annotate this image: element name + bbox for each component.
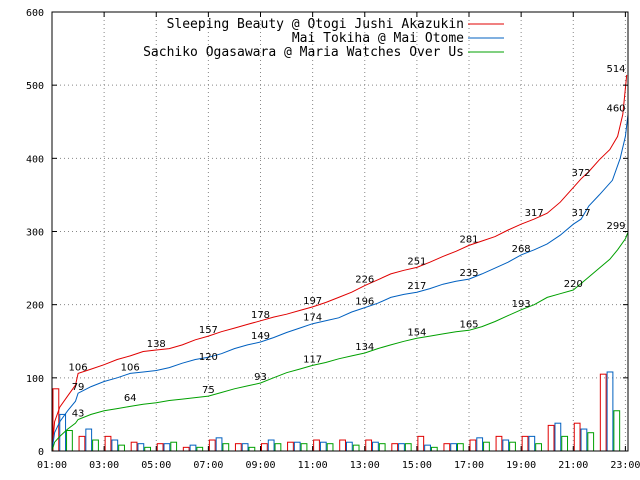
data-label: 117 (303, 354, 322, 365)
data-label: 75 (202, 385, 215, 396)
x-tick-label: 17:00 (454, 460, 484, 471)
series-lines (51, 74, 629, 452)
data-label: 106 (121, 362, 140, 373)
data-label: 196 (355, 297, 374, 308)
data-label: 251 (407, 256, 426, 267)
data-label: 174 (303, 313, 322, 324)
data-label: 217 (407, 281, 426, 292)
x-tick-label: 09:00 (245, 460, 275, 471)
data-label: 79 (72, 382, 85, 393)
legend-label: Sleeping Beauty @ Otogi Jushi Akazukin (167, 17, 464, 32)
data-label: 120 (199, 352, 218, 363)
legend-label: Sachiko Ogasawara @ Maria Watches Over U… (143, 45, 464, 60)
data-label: 372 (572, 168, 591, 179)
data-label: 106 (69, 362, 88, 373)
data-label: 281 (459, 234, 478, 245)
x-tick-label: 03:00 (89, 460, 119, 471)
y-tick-label: 0 (38, 447, 44, 458)
data-label: 165 (459, 319, 478, 330)
data-label: 193 (512, 299, 531, 310)
data-label: 157 (199, 325, 218, 336)
data-label: 197 (303, 296, 322, 307)
x-tick-label: 05:00 (141, 460, 171, 471)
y-tick-label: 100 (26, 374, 44, 385)
y-tick-label: 300 (26, 228, 44, 239)
x-tick-label: 01:00 (37, 460, 67, 471)
x-tick-label: 07:00 (193, 460, 223, 471)
data-label: 138 (147, 339, 166, 350)
data-label: 64 (124, 393, 137, 404)
data-label: 220 (564, 279, 583, 290)
data-label: 93 (254, 372, 267, 383)
legend-label: Mai Tokiha @ Mai Otome (292, 31, 464, 46)
data-label: 317 (572, 208, 591, 219)
data-labels: 106 138 157 178 197 226 251 281 317 372 514 79 106 12… (69, 64, 626, 420)
axes: 0 100 200 300 400 500 600 01:00 03:00 05:00 07:00 0… (26, 8, 640, 471)
x-tick-label: 15:00 (402, 460, 432, 471)
data-label: 235 (459, 268, 478, 279)
y-tick-label: 200 (26, 301, 44, 312)
y-tick-label: 400 (26, 154, 44, 165)
data-label: 460 (606, 103, 625, 114)
grid (51, 12, 628, 451)
y-tick-label: 500 (26, 81, 44, 92)
plot-border (51, 11, 629, 452)
x-tick-label: 21:00 (558, 460, 588, 471)
series-line-2 (51, 232, 629, 452)
data-label: 514 (606, 64, 625, 75)
data-label: 299 (606, 221, 625, 232)
series-line-1 (51, 114, 629, 452)
data-label: 226 (355, 275, 374, 286)
series-line-0 (51, 74, 628, 452)
x-tick-label: 13:00 (350, 460, 380, 471)
data-label: 134 (355, 342, 374, 353)
data-label: 268 (512, 244, 531, 255)
legend: Sleeping Beauty @ Otogi Jushi AkazukinMa… (143, 17, 504, 60)
data-label: 317 (525, 208, 544, 219)
x-tick-label: 23:00 (610, 460, 640, 471)
data-label: 149 (251, 331, 270, 342)
data-label: 178 (251, 310, 270, 321)
data-label: 154 (407, 327, 426, 338)
y-tick-label: 600 (26, 8, 44, 19)
data-label: 43 (72, 409, 85, 420)
x-tick-label: 19:00 (506, 460, 536, 471)
x-tick-label: 11:00 (298, 460, 328, 471)
